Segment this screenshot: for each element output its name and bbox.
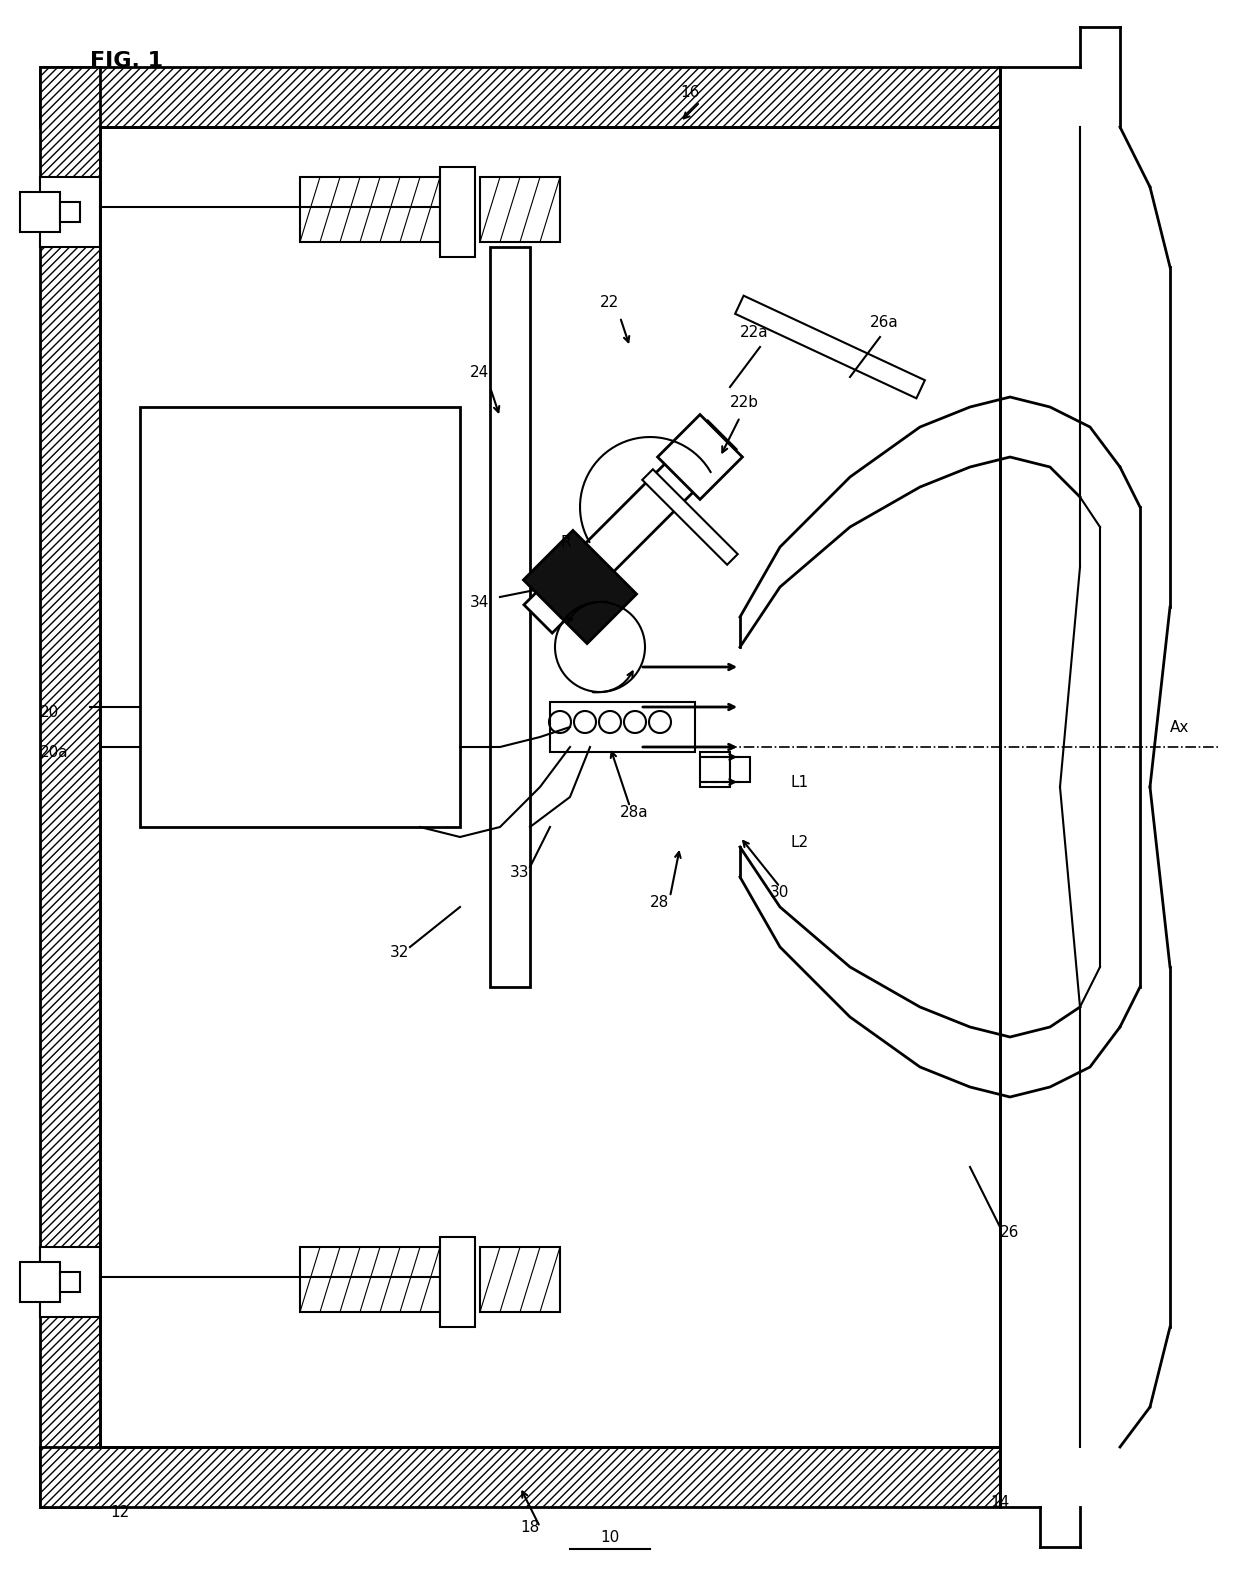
Text: R: R <box>560 535 570 551</box>
Text: 22: 22 <box>600 295 619 309</box>
Bar <box>40 67 999 127</box>
Bar <box>140 406 460 827</box>
Bar <box>300 1247 440 1312</box>
Bar <box>40 67 100 1508</box>
Bar <box>480 178 560 241</box>
Bar <box>20 192 60 232</box>
Text: 34: 34 <box>470 595 490 609</box>
Polygon shape <box>525 421 737 633</box>
Bar <box>20 1262 60 1301</box>
Bar <box>490 248 529 987</box>
Bar <box>551 701 694 752</box>
Polygon shape <box>735 295 925 398</box>
Bar <box>730 757 750 782</box>
Text: L1: L1 <box>790 774 808 790</box>
Bar <box>701 752 730 787</box>
Text: 12: 12 <box>110 1504 129 1520</box>
Text: 20a: 20a <box>40 744 68 760</box>
Text: 14: 14 <box>990 1495 1009 1509</box>
Text: 26: 26 <box>999 1225 1019 1239</box>
Text: 28: 28 <box>650 895 670 909</box>
Bar <box>40 1447 999 1508</box>
Text: 16: 16 <box>680 86 699 100</box>
Text: 22b: 22b <box>730 395 759 409</box>
Bar <box>60 1273 81 1292</box>
Bar <box>440 1236 475 1327</box>
Bar <box>40 1247 100 1317</box>
Bar <box>300 178 440 241</box>
Text: FIG. 1: FIG. 1 <box>91 51 164 71</box>
Text: 10: 10 <box>600 1530 620 1546</box>
Text: 30: 30 <box>770 886 790 900</box>
Text: 28a: 28a <box>620 805 649 820</box>
Text: 18: 18 <box>520 1520 539 1535</box>
Polygon shape <box>657 414 743 500</box>
Bar <box>480 1247 560 1312</box>
Text: 26a: 26a <box>870 314 899 330</box>
Bar <box>60 202 81 222</box>
Bar <box>40 178 100 248</box>
Text: Ax: Ax <box>1171 720 1189 735</box>
Text: 20: 20 <box>40 705 60 720</box>
Text: 24: 24 <box>470 365 490 379</box>
Polygon shape <box>523 530 636 644</box>
Text: 33: 33 <box>510 865 529 881</box>
Text: L2: L2 <box>790 835 808 851</box>
Bar <box>440 167 475 257</box>
Polygon shape <box>642 470 738 565</box>
Text: 22a: 22a <box>740 325 769 340</box>
Text: 32: 32 <box>391 944 409 960</box>
